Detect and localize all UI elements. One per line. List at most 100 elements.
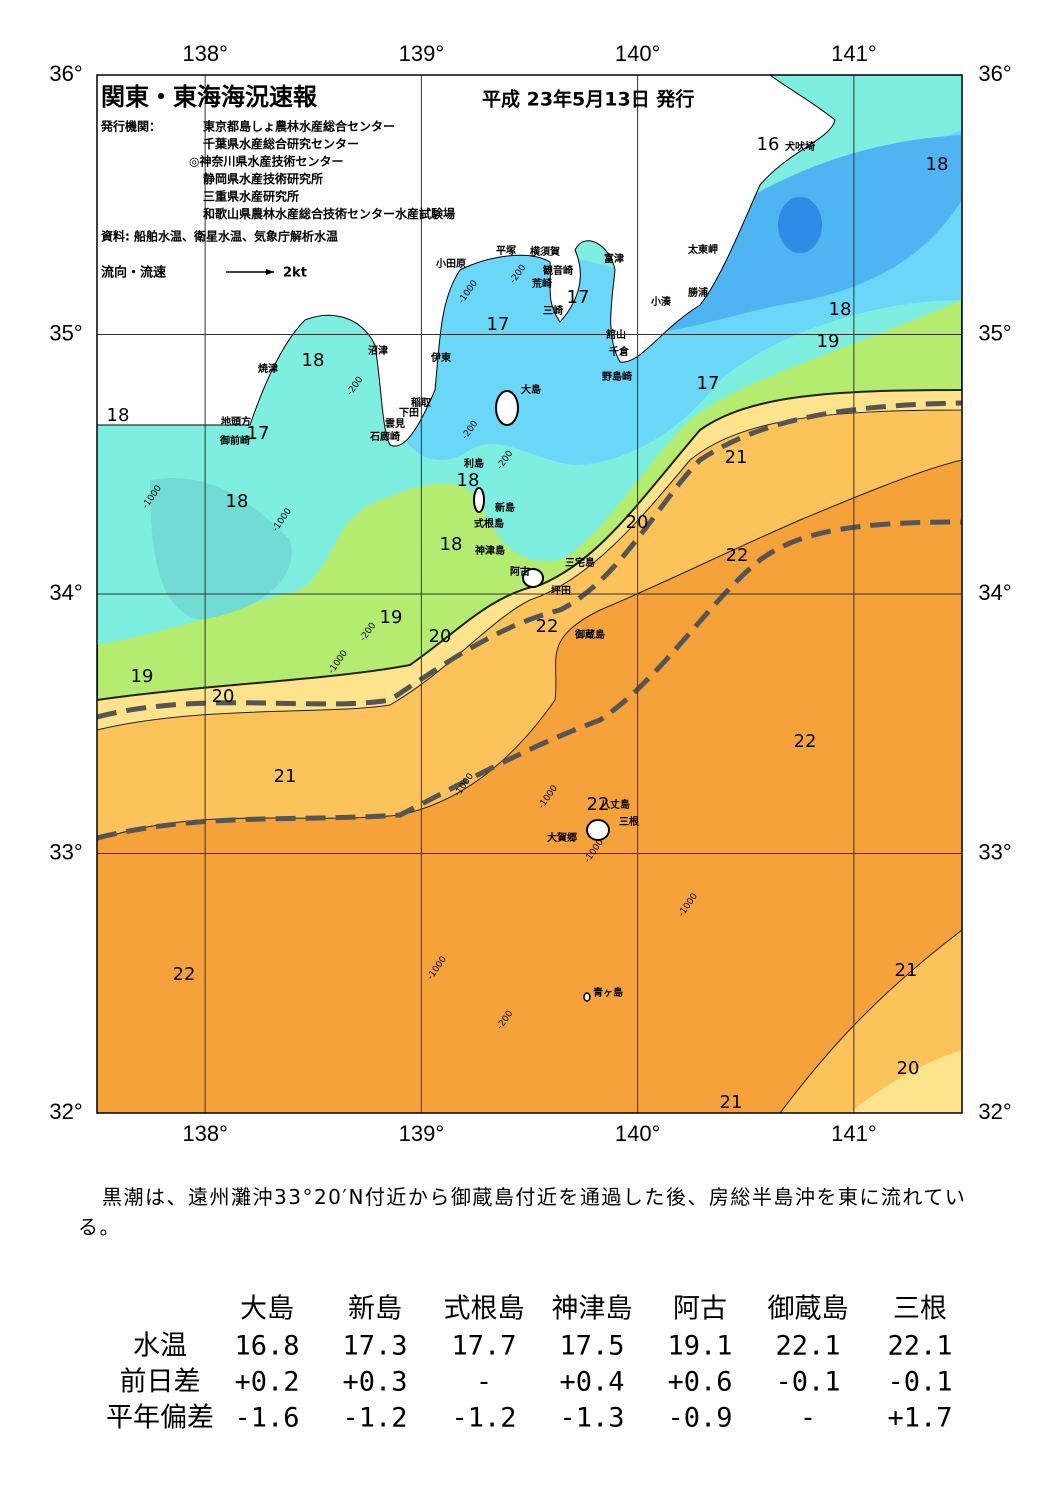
temperature-label: 21 bbox=[725, 447, 748, 468]
lat-tick-label: 34° bbox=[49, 580, 82, 605]
table-cell: +0.2 bbox=[234, 1367, 299, 1398]
table-cell: +0.3 bbox=[342, 1367, 407, 1398]
lat-tick-label: 35° bbox=[978, 320, 1011, 345]
issuer: 和歌山県農林水産総合技術センター水産試験場 bbox=[202, 206, 455, 221]
table-header: 三根 bbox=[893, 1294, 947, 1325]
island bbox=[495, 390, 519, 426]
place-name: 八丈島 bbox=[599, 798, 630, 811]
island bbox=[473, 487, 485, 513]
table-cell: -1.3 bbox=[559, 1403, 624, 1434]
table-row-label: 水温 bbox=[133, 1331, 187, 1362]
table-cell: 22.1 bbox=[887, 1331, 952, 1362]
place-name: 坪田 bbox=[551, 584, 571, 597]
table-cell: -0.1 bbox=[775, 1367, 840, 1398]
table-header: 式根島 bbox=[444, 1294, 525, 1325]
place-name: 石廊崎 bbox=[369, 430, 400, 443]
temperature-label: 20 bbox=[897, 1058, 920, 1079]
place-name: 神津島 bbox=[475, 544, 505, 557]
map-frame bbox=[96, 74, 963, 1114]
table-header: 大島 bbox=[240, 1294, 294, 1325]
issue-date: 平成 23年5月13日 発行 bbox=[482, 88, 694, 111]
table-cell: 22.1 bbox=[775, 1331, 840, 1362]
place-name: 沼津 bbox=[368, 344, 388, 357]
temperature-label: 18 bbox=[226, 491, 249, 512]
issuer: 静岡県水産技術研究所 bbox=[203, 171, 323, 186]
place-name: 下田 bbox=[399, 407, 419, 419]
temperature-label: 21 bbox=[274, 766, 297, 787]
table-cell: +0.4 bbox=[559, 1367, 624, 1398]
lon-tick-label: 139° bbox=[399, 1121, 445, 1146]
table-cell: -0.1 bbox=[887, 1367, 952, 1398]
place-name: 千倉 bbox=[609, 345, 630, 358]
table-cell: 17.5 bbox=[559, 1331, 624, 1362]
lon-tick-label: 138° bbox=[182, 41, 228, 66]
lat-tick-label: 32° bbox=[49, 1099, 82, 1124]
table-cell: 16.8 bbox=[234, 1331, 299, 1362]
place-name: 太東岬 bbox=[687, 243, 718, 256]
issuer: 三重県水産研究所 bbox=[203, 189, 299, 204]
temperature-label: 19 bbox=[380, 607, 403, 628]
place-name: 犬吠埼 bbox=[785, 140, 815, 153]
place-name: 式根島 bbox=[474, 517, 504, 530]
lon-tick-label: 140° bbox=[615, 41, 661, 66]
table-header: 御蔵島 bbox=[768, 1294, 849, 1325]
temperature-label: 20 bbox=[212, 686, 235, 707]
legend-scale: 2kt bbox=[283, 266, 307, 281]
place-name: 富津 bbox=[604, 252, 624, 265]
place-name: 伊東 bbox=[430, 351, 451, 364]
place-name: 三宅島 bbox=[565, 556, 595, 569]
lon-tick-label: 140° bbox=[615, 1121, 661, 1146]
sea-cold-core bbox=[778, 197, 822, 253]
lat-tick-label: 33° bbox=[49, 839, 82, 864]
lon-tick-label: 138° bbox=[182, 1121, 228, 1146]
table-cell: +1.7 bbox=[887, 1403, 952, 1434]
temperature-label: 20 bbox=[429, 626, 452, 647]
table-header: 神津島 bbox=[552, 1294, 633, 1325]
place-name: 地頭方 bbox=[221, 415, 251, 428]
place-name: 利島 bbox=[464, 457, 484, 470]
table-row-label: 前日差 bbox=[120, 1367, 201, 1398]
sea-21-se bbox=[779, 929, 962, 1113]
table-cell: -1.2 bbox=[342, 1403, 407, 1434]
sea-20-se bbox=[850, 1050, 962, 1113]
place-name: 観音崎 bbox=[543, 264, 573, 277]
table-cell: 19.1 bbox=[667, 1331, 732, 1362]
land bbox=[97, 75, 836, 447]
temperature-label: 22 bbox=[536, 616, 559, 637]
lat-tick-label: 32° bbox=[978, 1099, 1011, 1124]
temperature-label: 18 bbox=[440, 534, 463, 555]
temperature-label: 18 bbox=[829, 299, 852, 320]
sea-18-pool bbox=[150, 478, 292, 620]
temperature-label: 22 bbox=[794, 731, 817, 752]
lon-tick-label: 141° bbox=[831, 1121, 877, 1146]
place-name: 勝浦 bbox=[688, 286, 708, 299]
place-name: 荒崎 bbox=[531, 277, 552, 290]
kuroshio-path bbox=[97, 400, 962, 720]
summary-box: 黒潮は、遠州灘沖33°20′N付近から御蔵島付近を通過した後、房総半島沖を東に流… bbox=[78, 1185, 967, 1239]
place-name: 野島崎 bbox=[602, 370, 632, 383]
table-cell: -1.2 bbox=[451, 1403, 516, 1434]
temperature-label: 22 bbox=[587, 794, 610, 815]
table-header: 新島 bbox=[348, 1294, 402, 1325]
place-name: 御前崎 bbox=[219, 434, 250, 447]
table-cell: 17.3 bbox=[342, 1331, 407, 1362]
table-cell: -0.9 bbox=[667, 1403, 732, 1434]
lat-tick-label: 36° bbox=[978, 61, 1011, 86]
temperature-label: 17 bbox=[247, 423, 270, 444]
place-name: 三崎 bbox=[543, 304, 563, 317]
table-row-label: 平年偏差 bbox=[106, 1403, 214, 1434]
place-name: 青ヶ島 bbox=[593, 986, 623, 999]
summary: 黒潮は、遠州灘沖33°20′N付近から御蔵島付近を通過した後、房総半島沖を東に流… bbox=[78, 1185, 967, 1239]
issuer: 千葉県水産総合研究センター bbox=[203, 136, 359, 151]
lat-tick-label: 36° bbox=[49, 61, 82, 86]
temperature-label: 18 bbox=[302, 350, 325, 371]
place-name: 小湊 bbox=[650, 295, 672, 308]
temperature-label: 21 bbox=[895, 960, 918, 981]
temperature-label: 18 bbox=[457, 470, 480, 491]
place-name: 大賀郷 bbox=[547, 831, 577, 844]
temperature-label: 18 bbox=[107, 405, 130, 426]
place-name: 小田原 bbox=[435, 257, 466, 270]
table-cell: - bbox=[476, 1367, 492, 1398]
place-name: 平塚 bbox=[496, 244, 516, 257]
